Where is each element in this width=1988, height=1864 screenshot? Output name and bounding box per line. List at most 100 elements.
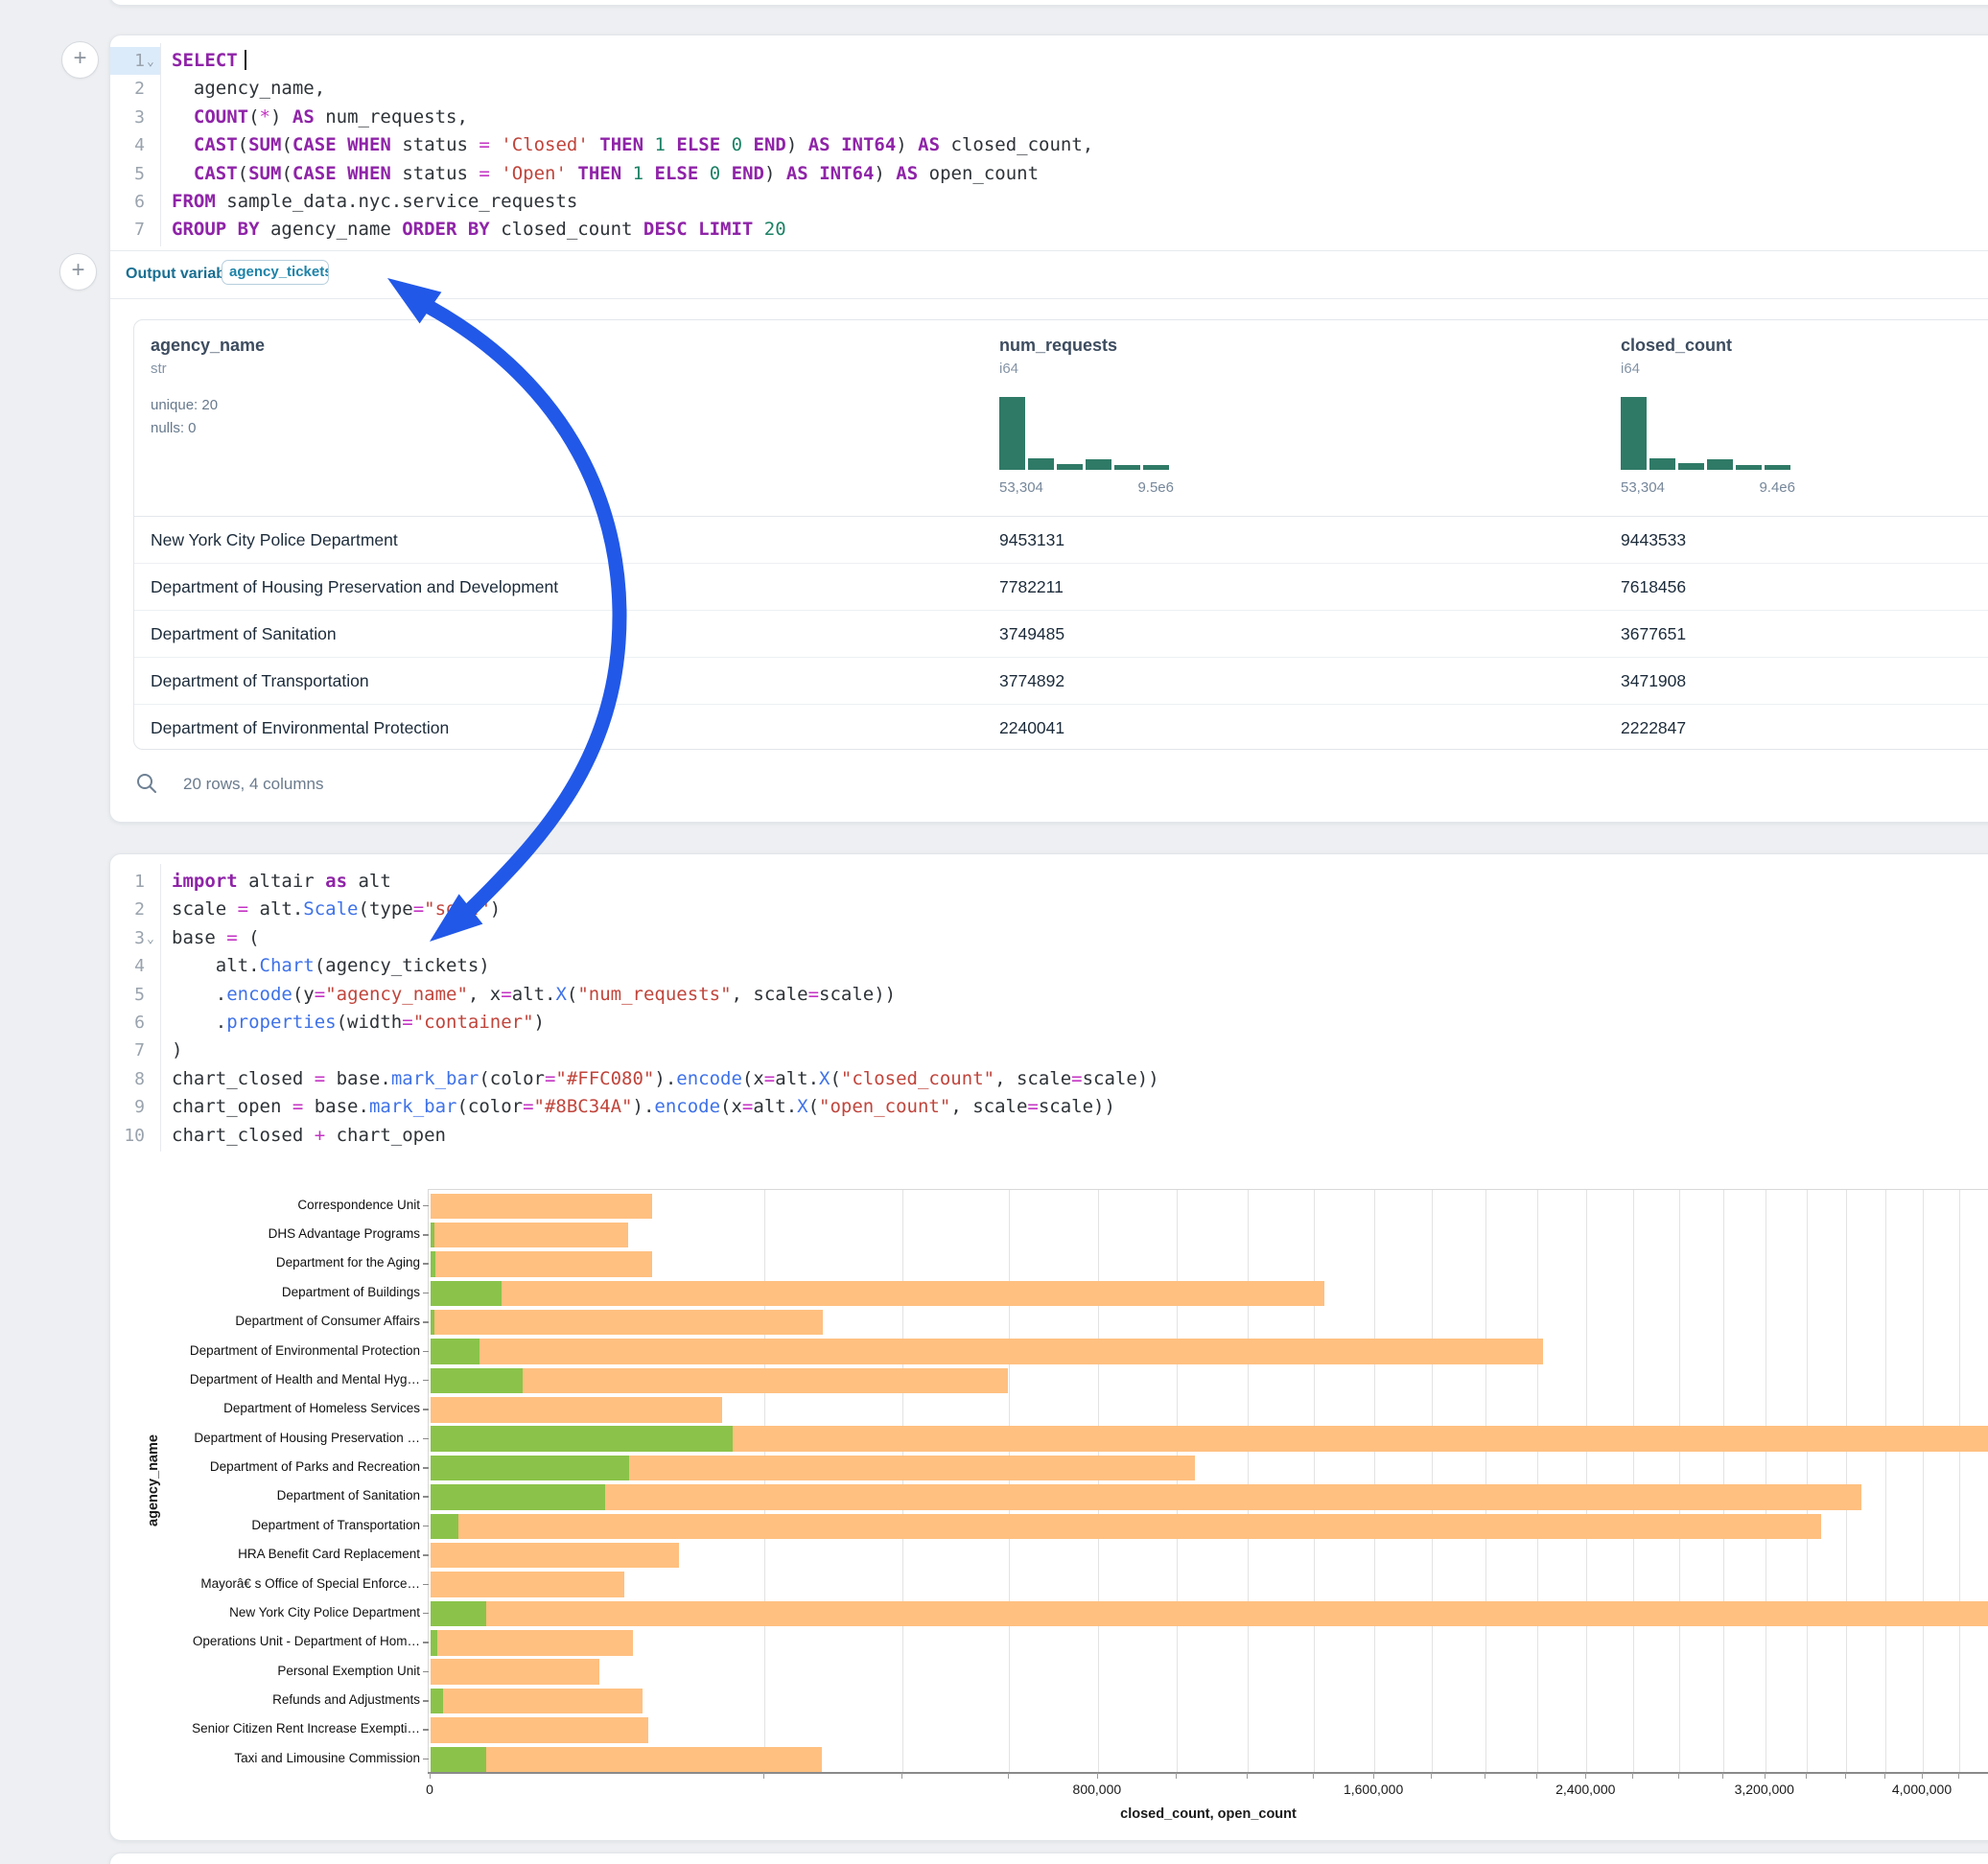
code-line[interactable]: 6 .properties(width="container") [110,1009,1932,1037]
y-axis-tick [423,1321,429,1323]
code-line[interactable]: 7 GROUP BY agency_name ORDER BY closed_co… [110,216,1932,244]
table-cell: 2222847 [1621,718,1687,737]
bar-closed_count [431,1717,648,1743]
y-axis-label: Department of Housing Preservation … [194,1430,420,1445]
gridline [763,1190,765,1773]
bar-closed_count [431,1339,1543,1364]
column-type: str [151,361,167,377]
table-row[interactable]: Department of Sanitation 3749485 3677651 [134,610,1988,658]
line-number: 5 [134,163,145,184]
y-axis-tick [423,1263,429,1265]
gridline [1313,1190,1315,1773]
sql-code-editor[interactable]: 1 ⌄ SELECT 2 agency_name, 3 COUNT(*) AS num_… [110,47,1932,245]
python-code-editor[interactable]: 1 import altair as alt 2 scale = alt.Scale(… [110,868,1932,1150]
table-row[interactable]: New York City Police Department 9453131 94… [134,516,1988,564]
bar-open_count [431,1455,629,1481]
column-header[interactable]: closed_count [1621,336,1733,355]
x-axis-tick [430,1773,431,1779]
table-cell: New York City Police Department [151,530,398,549]
y-axis-label: DHS Advantage Programs [268,1226,420,1242]
bar-closed_count [431,1746,822,1773]
line-number: 3 [134,927,145,948]
table-row[interactable]: Department of Housing Preservation and D… [134,563,1988,611]
gridline [1485,1190,1487,1773]
table-row[interactable]: Department of Transportation 3774892 34719… [134,657,1988,705]
line-number: 6 [134,1012,145,1033]
x-axis-title: closed_count, open_count [1120,1806,1297,1822]
x-axis-tick [1883,1773,1885,1779]
x-axis-tick [1922,1773,1923,1779]
histogram-max-label: 9.4e6 [1759,479,1795,496]
column-header[interactable]: agency_name [151,336,266,355]
code-line[interactable]: 5 .encode(y="agency_name", x=alt.X("num_… [110,981,1932,1009]
x-axis-label: 3,200,000 [1734,1782,1794,1797]
gridline [1959,1190,1961,1773]
cell-divider [110,298,1988,299]
search-icon[interactable] [135,772,158,795]
line-number: 7 [134,1040,145,1061]
code-line[interactable]: 3 COUNT(*) AS num_requests, [110,104,1932,131]
table-cell: 7618456 [1621,577,1687,596]
code-line[interactable]: 5 CAST(SUM(CASE WHEN status = 'Open' THE… [110,160,1932,188]
histogram-bar [1649,457,1675,470]
table-cell: Department of Housing Preservation and D… [151,577,559,596]
code-line[interactable]: 1 import altair as alt [110,868,1932,896]
code-line[interactable]: 6 FROM sample_data.nyc.service_requests [110,188,1932,216]
y-axis-tick [423,1292,429,1294]
bar-open_count [431,1280,502,1307]
code-text: SELECT [172,47,246,75]
next-cell-edge [109,1852,1988,1864]
table-cell: Department of Transportation [151,671,369,690]
code-line[interactable]: 7) [110,1037,1932,1064]
selected-line-highlight [110,47,160,76]
gridline [1923,1190,1924,1773]
y-axis-tick [423,1496,429,1498]
column-header[interactable]: num_requests [999,336,1118,355]
add-cell-button[interactable]: + [59,253,97,291]
x-axis-tick [1632,1773,1634,1779]
y-axis-tick [423,1583,429,1586]
table-row[interactable]: Department of Environmental Protection 22… [134,704,1988,749]
x-axis-tick [1096,1773,1098,1779]
cell-divider [110,250,1988,251]
bar-open_count [431,1688,444,1714]
code-line[interactable]: 1 ⌄ SELECT [110,47,1932,76]
code-line[interactable]: 4 CAST(SUM(CASE WHEN status = 'Closed' T… [110,131,1932,159]
text-cursor [244,50,246,70]
histogram-min-label: 53,304 [1621,479,1665,496]
gridline [1177,1190,1178,1773]
bar-closed_count [431,1688,643,1714]
y-axis-label: Department of Environmental Protection [189,1342,420,1358]
code-line[interactable]: 10 chart_closed + chart_open [110,1122,1932,1150]
bar-open_count [431,1513,459,1540]
code-line[interactable]: 9 chart_open = base.mark_bar(color="#8BC3… [110,1093,1932,1121]
x-axis-tick [1176,1773,1177,1779]
table-cell: 3677651 [1621,624,1687,643]
collapse-chevron-icon[interactable]: ⌄ [147,931,154,946]
code-line[interactable]: 8 chart_closed = base.mark_bar(color="#FF… [110,1065,1932,1093]
bar-open_count [431,1630,437,1656]
line-number: 9 [134,1097,145,1118]
histogram-bar [1114,465,1140,470]
y-axis-tick [423,1758,429,1760]
table-cell: 3749485 [999,624,1065,643]
code-text: chart_closed + chart_open [172,1124,447,1146]
output-variable-pill[interactable]: agency_tickets [222,260,329,285]
code-text: base = ( [172,926,260,948]
x-axis-tick [1721,1773,1723,1779]
add-cell-button[interactable]: + [61,41,99,79]
y-axis-label: Department of Transportation [251,1517,420,1532]
code-line[interactable]: 2 agency_name, [110,75,1932,103]
gridline [1884,1190,1886,1773]
x-axis-line [428,1772,1988,1774]
code-text: COUNT(*) AS num_requests, [193,105,468,128]
code-line[interactable]: 4 alt.Chart(agency_tickets) [110,952,1932,980]
bar-open_count [431,1484,605,1510]
code-line[interactable]: 2 scale = alt.Scale(type="sqrt") [110,896,1932,923]
code-line[interactable]: 3 ⌄ base = ( [110,924,1932,952]
y-axis-tick [423,1729,429,1731]
y-axis-label: New York City Police Department [229,1604,420,1619]
collapse-chevron-icon[interactable]: ⌄ [147,55,154,69]
x-axis-tick [1007,1773,1009,1779]
